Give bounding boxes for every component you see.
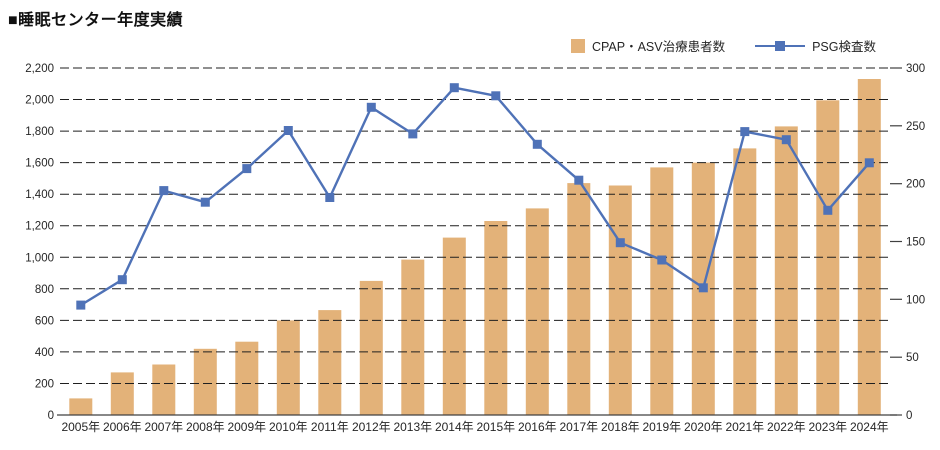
line-marker-2020年 bbox=[698, 283, 708, 293]
right-axis-tick-label: 50 bbox=[906, 352, 919, 364]
line-series-marker-icon bbox=[755, 40, 806, 51]
line-marker-2021年 bbox=[740, 127, 750, 137]
x-axis-label: 2009年 bbox=[227, 420, 266, 434]
line-marker-2023年 bbox=[823, 205, 833, 215]
left-axis-tick-label: 1,200 bbox=[25, 221, 54, 233]
line-marker-2011年 bbox=[325, 193, 335, 202]
line-marker-2006年 bbox=[117, 275, 127, 285]
x-axis-label: 2006年 bbox=[103, 420, 142, 434]
bar-2011年 bbox=[318, 310, 342, 415]
x-axis-label: 2014年 bbox=[435, 420, 474, 434]
line-marker-2024年 bbox=[864, 158, 874, 168]
legend-item-cpap-asv: CPAP・ASV治療患者数 bbox=[570, 36, 726, 55]
right-axis-tick-label: 250 bbox=[906, 121, 925, 133]
x-axis-label: 2017年 bbox=[559, 420, 598, 434]
psg-line bbox=[80, 86, 871, 307]
line-marker-2014年 bbox=[449, 83, 459, 93]
right-axis-tick-label: 100 bbox=[906, 294, 925, 306]
left-axis-tick-label: 600 bbox=[35, 315, 54, 327]
x-axis-label: 2022年 bbox=[767, 420, 806, 434]
line-marker-2022年 bbox=[781, 135, 791, 145]
line-marker-2012年 bbox=[366, 102, 376, 112]
left-axis-tick-label: 200 bbox=[35, 379, 54, 391]
legend-item-psg: PSG検査数 bbox=[755, 36, 876, 55]
right-axis-tick-label: 300 bbox=[906, 63, 925, 75]
x-axis-label: 2023年 bbox=[808, 420, 847, 434]
bar-2017年 bbox=[567, 183, 591, 415]
bar-2005年 bbox=[69, 398, 93, 415]
x-axis-label: 2019年 bbox=[642, 420, 681, 434]
right-axis-tick-label: 0 bbox=[906, 410, 912, 422]
line-marker-2010年 bbox=[283, 126, 293, 135]
left-axis-tick-label: 1,800 bbox=[25, 126, 54, 138]
bar-2009年 bbox=[235, 341, 259, 415]
left-axis-tick-label: 2,000 bbox=[25, 95, 54, 107]
left-axis-tick-label: 1,600 bbox=[25, 158, 54, 170]
bar-2019年 bbox=[650, 167, 674, 415]
bar-2014年 bbox=[442, 237, 466, 415]
bar-2024年 bbox=[857, 79, 881, 415]
x-axis-label: 2013年 bbox=[393, 420, 432, 434]
left-axis-tick-label: 1,000 bbox=[25, 252, 54, 264]
bar-series-swatch-icon bbox=[570, 38, 585, 53]
legend-label-cpap-asv: CPAP・ASV治療患者数 bbox=[591, 40, 726, 54]
line-marker-2013年 bbox=[408, 129, 418, 139]
x-axis-label: 2010年 bbox=[269, 420, 308, 434]
left-axis-tick-label: 2,200 bbox=[25, 63, 54, 75]
left-axis-tick-label: 800 bbox=[35, 284, 54, 296]
bar-2015年 bbox=[484, 221, 508, 415]
line-marker-2015年 bbox=[491, 91, 501, 101]
left-axis-tick-label: 400 bbox=[35, 347, 54, 359]
bar-2016年 bbox=[525, 208, 549, 415]
page-title: ■睡眠センター年度実績 bbox=[8, 12, 184, 29]
line-marker-2005年 bbox=[76, 300, 86, 310]
bar-2021年 bbox=[733, 148, 757, 415]
x-axis-label: 2015年 bbox=[476, 420, 515, 434]
line-marker-2016年 bbox=[532, 139, 542, 149]
left-axis-tick-label: 1,400 bbox=[25, 189, 54, 201]
x-axis-label: 2024年 bbox=[850, 420, 889, 434]
line-marker-2008年 bbox=[200, 197, 210, 207]
right-axis-tick-label: 200 bbox=[906, 179, 925, 191]
x-axis-label: 2020年 bbox=[684, 420, 723, 434]
x-axis-label: 2012年 bbox=[352, 420, 391, 434]
line-marker-2018年 bbox=[615, 238, 625, 248]
bar-2018年 bbox=[608, 185, 632, 415]
legend-label-psg: PSG検査数 bbox=[812, 40, 876, 54]
left-axis-tick-label: 0 bbox=[48, 410, 54, 422]
bar-2007年 bbox=[152, 364, 176, 415]
legend-line-square-marker bbox=[775, 40, 786, 51]
line-marker-2019年 bbox=[657, 255, 667, 265]
bar-2006年 bbox=[110, 372, 134, 415]
bar-2013年 bbox=[401, 259, 425, 415]
x-axis-label: 2021年 bbox=[725, 420, 764, 434]
bar-2022年 bbox=[774, 126, 798, 416]
x-axis-label: 2008年 bbox=[186, 420, 225, 434]
x-axis-label: 2007年 bbox=[144, 420, 183, 434]
bar-2010年 bbox=[276, 320, 300, 415]
x-axis-label: 2016年 bbox=[518, 420, 557, 434]
right-axis-tick-label: 150 bbox=[906, 237, 925, 249]
bar-2012年 bbox=[359, 280, 383, 415]
x-axis-label: 2011年 bbox=[311, 420, 349, 434]
line-marker-2017年 bbox=[574, 175, 584, 185]
x-axis-label: 2018年 bbox=[601, 420, 640, 434]
line-marker-2007年 bbox=[159, 186, 169, 196]
line-marker-2009年 bbox=[242, 164, 252, 174]
chart-legend: CPAP・ASV治療患者数 PSG検査数 bbox=[570, 36, 876, 55]
bar-2008年 bbox=[193, 348, 217, 415]
x-axis-label: 2005年 bbox=[61, 420, 100, 434]
